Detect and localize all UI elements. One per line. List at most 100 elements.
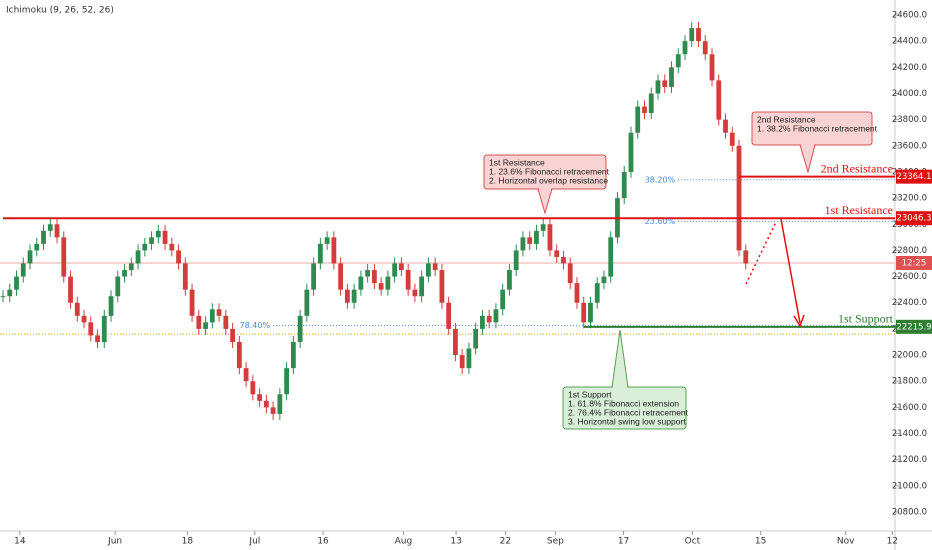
- candle-body: [601, 276, 607, 284]
- level-price-box: [896, 319, 932, 334]
- y-tick-label: 20800.0: [892, 508, 927, 518]
- candle-body: [486, 315, 492, 323]
- candle-body: [216, 309, 222, 316]
- candle-body: [324, 237, 330, 244]
- x-tick-label: Jun: [107, 537, 122, 547]
- candle-body: [88, 322, 94, 336]
- x-tick-label: Oct: [685, 537, 701, 547]
- candle-body: [642, 106, 647, 114]
- candle-body: [709, 54, 715, 81]
- candle-body: [162, 230, 168, 244]
- candle-body: [135, 250, 141, 264]
- candle-body: [574, 283, 580, 303]
- y-tick-label: 21400.0: [892, 429, 927, 439]
- candle-body: [196, 315, 202, 329]
- candle-body: [561, 256, 566, 264]
- callout-line: 2. Horizontal overlap resistance: [489, 175, 608, 185]
- candle-body: [358, 276, 364, 290]
- candle-body: [736, 145, 742, 251]
- candle-body: [567, 263, 573, 284]
- candle-body: [696, 28, 701, 42]
- level-price-box: [896, 169, 932, 184]
- candle-body: [263, 400, 269, 408]
- candle-body: [743, 250, 749, 264]
- candle-body: [621, 171, 627, 199]
- candle-body: [68, 276, 73, 303]
- candle-body: [581, 302, 587, 323]
- candle-body: [398, 263, 404, 271]
- candle-body: [534, 230, 539, 244]
- y-tick-label: 21000.0: [892, 481, 927, 491]
- projection-arrow: [780, 218, 801, 324]
- candle-body: [297, 315, 303, 342]
- candle-body: [290, 341, 296, 369]
- callout-line: 3. Horizontal swing low support: [568, 416, 686, 426]
- candle-body: [608, 237, 614, 277]
- candle-body: [365, 270, 371, 277]
- y-tick-label: 22600.0: [892, 272, 927, 282]
- candle-body: [459, 355, 465, 369]
- x-tick-label: Nov: [837, 537, 855, 547]
- candle-body: [439, 270, 445, 303]
- candle-body: [689, 28, 695, 42]
- fib-label: 38.20%: [645, 175, 676, 184]
- candle-body: [14, 276, 19, 290]
- candle-body: [432, 263, 438, 271]
- candle-body: [257, 394, 262, 401]
- indicator-label: Ichimoku (9, 26, 52, 26): [6, 6, 114, 16]
- candle-body: [338, 263, 344, 290]
- candle-body: [493, 309, 499, 323]
- callout-line: 1. 61.8% Fibonacci extension: [568, 398, 679, 408]
- y-tick-label: 22000.0: [892, 351, 927, 361]
- candle-body: [635, 106, 641, 133]
- candle-body: [351, 289, 357, 303]
- candle-body: [108, 296, 114, 316]
- candle-body: [209, 309, 215, 323]
- callout-line: 2. 76.4% Fibonacci retracement: [568, 407, 689, 417]
- candle-body: [243, 368, 249, 382]
- x-tick-label: Sep: [547, 537, 564, 547]
- level-label: 1st Support: [838, 312, 894, 326]
- candle-body: [236, 341, 242, 369]
- fib-label: 78.40%: [240, 321, 271, 330]
- candle-body: [412, 289, 418, 297]
- candle-body: [128, 263, 134, 271]
- candle-body: [270, 407, 276, 414]
- y-tick-label: 23200.0: [892, 194, 927, 204]
- candle-body: [81, 315, 87, 323]
- callout-line: 1. 38.2% Fibonacci retracement: [757, 123, 878, 133]
- x-tick-label: 15: [755, 537, 766, 547]
- x-tick-label: 14: [14, 537, 26, 547]
- candle-body: [702, 41, 708, 55]
- projection-arrowhead: [793, 314, 805, 328]
- y-tick-label: 23600.0: [892, 141, 927, 151]
- projection-dotted: [745, 221, 777, 285]
- level-price-box: [896, 211, 932, 226]
- y-tick-label: 21600.0: [892, 403, 927, 413]
- level-price-label: 22215.9: [896, 322, 931, 332]
- candle-body: [716, 80, 722, 120]
- x-tick-label: 13: [450, 537, 461, 547]
- level-label: 1st Resistance: [825, 203, 893, 217]
- candle-body: [547, 224, 553, 251]
- y-tick-label: 24200.0: [892, 63, 927, 73]
- candle-body: [405, 270, 411, 290]
- candle-body: [500, 289, 506, 310]
- candle-body: [155, 230, 161, 238]
- candle-body: [304, 289, 310, 316]
- candle-body: [176, 250, 181, 264]
- callout-title: 1st Resistance: [489, 157, 545, 167]
- level-price-label: 23046.3: [896, 214, 931, 224]
- candle-body: [20, 263, 26, 277]
- x-tick-label: 12: [887, 537, 898, 547]
- candle-body: [95, 335, 100, 342]
- candle-body: [169, 243, 175, 251]
- candle-body: [453, 328, 458, 356]
- callout-line: 1. 23.6% Fibonacci retracement: [489, 166, 610, 176]
- candle-body: [729, 132, 735, 146]
- candle-body: [122, 270, 127, 277]
- candle-body: [149, 237, 154, 244]
- candle-body: [662, 80, 668, 87]
- candle-body: [675, 54, 681, 68]
